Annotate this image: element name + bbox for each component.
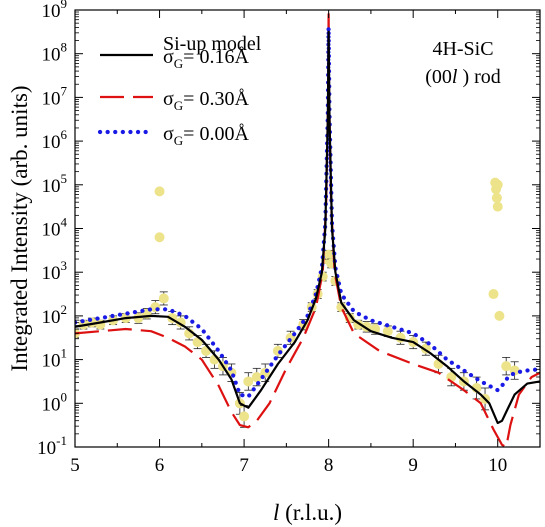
y-tick-label: 103 bbox=[42, 258, 68, 284]
measured-point bbox=[488, 289, 499, 300]
y-tick-label: 105 bbox=[42, 171, 68, 197]
x-tick-label: 5 bbox=[70, 455, 80, 476]
measured-point bbox=[251, 372, 262, 383]
y-tick-label: 106 bbox=[42, 127, 68, 153]
measured-point bbox=[501, 361, 512, 372]
measured-point bbox=[158, 293, 169, 304]
data-layer bbox=[75, 177, 520, 428]
legend-model-label: Si-up model bbox=[163, 33, 262, 55]
annotation-line-2: (00l ) rod bbox=[425, 66, 501, 88]
annotation-line-2-post: ) rod bbox=[457, 66, 500, 88]
measured-point bbox=[491, 192, 502, 203]
legend-sigma-label: σG= 0.16Å bbox=[163, 46, 249, 71]
series-layer bbox=[75, 10, 540, 447]
y-tick-label: 108 bbox=[42, 40, 68, 66]
y-tick-label: 101 bbox=[42, 346, 68, 372]
measured-point bbox=[154, 232, 165, 243]
measured-point bbox=[492, 201, 503, 212]
series-line-solid bbox=[75, 30, 540, 425]
sample-annotation: 4H-SiC (00l ) rod bbox=[425, 38, 501, 88]
x-axis-variable: l bbox=[273, 500, 279, 525]
series-line-dotted bbox=[75, 25, 540, 399]
measured-point bbox=[492, 179, 503, 190]
y-tick-label: 104 bbox=[42, 215, 68, 241]
measured-point bbox=[243, 376, 254, 387]
y-tick-label: 102 bbox=[42, 302, 68, 328]
x-tick-label: 6 bbox=[155, 455, 165, 476]
measured-point bbox=[323, 249, 334, 260]
measured-point bbox=[382, 326, 393, 337]
x-axis-unit: (r.l.u.) bbox=[279, 500, 342, 525]
axis-ticks: 5 6 7 8 9 10 10-1 100 101 102 103 104 105 106 107 108 10… bbox=[37, 0, 541, 476]
x-tick-label: 8 bbox=[324, 455, 334, 476]
annotation-line-1: 4H-SiC bbox=[432, 38, 493, 60]
y-tick-label: 10-1 bbox=[37, 433, 67, 459]
legend-sigma-label: σG= 0.00Å bbox=[163, 123, 249, 148]
x-tick-label: 10 bbox=[488, 455, 507, 476]
x-tick-label: 9 bbox=[408, 455, 418, 476]
y-tick-label: 100 bbox=[42, 389, 68, 415]
annotation-line-2-var: l bbox=[452, 66, 458, 88]
y-tick-label: 107 bbox=[42, 83, 68, 109]
annotation-line-2-pre: (00 bbox=[425, 66, 452, 88]
measured-point bbox=[494, 310, 505, 321]
legend-sigma-label: σG= 0.30Å bbox=[163, 88, 249, 113]
y-axis-title: Integrated Intensity (arb. units) bbox=[7, 85, 32, 371]
x-tick-label: 7 bbox=[239, 455, 249, 476]
measured-point bbox=[239, 411, 250, 422]
y-tick-label: 109 bbox=[42, 0, 68, 22]
measured-point bbox=[154, 186, 165, 197]
x-axis-title: l (r.l.u.) bbox=[273, 500, 342, 525]
